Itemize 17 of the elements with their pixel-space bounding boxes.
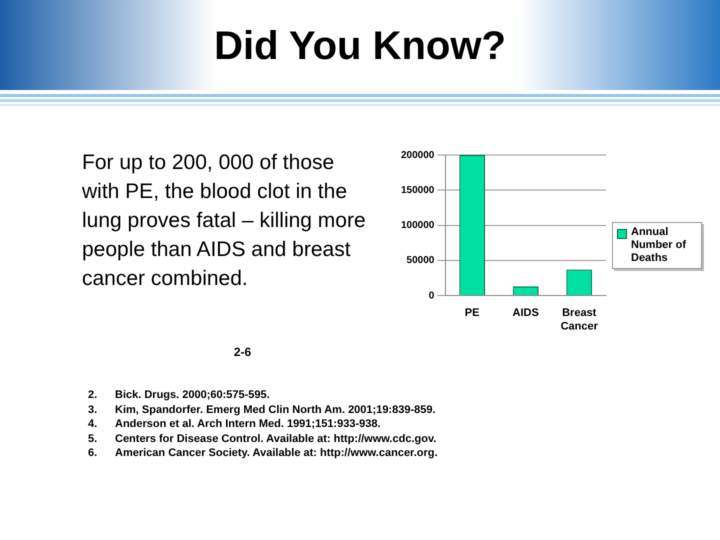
y-tick-label: 100000: [400, 220, 435, 232]
x-tick-label: Breast Cancer: [560, 307, 599, 332]
chart-title: Did You Know?: [213, 24, 507, 69]
text: 6. American Cancer Society. Available at: http://www.cancer.org.: [88, 447, 438, 459]
x-tick-label: AIDS: [512, 307, 539, 320]
text: 4. Anderson et al. Arch Intern Med. 1991;151:933-938.: [88, 418, 381, 430]
x-tick-label: PE: [464, 307, 480, 320]
text: 5. Centers for Disease Control. Available at: http://www.cdc.gov.: [88, 432, 436, 444]
text: 3. Kim, Spandorfer. Emerg Med Clin North Am. 2001;19:839-859.: [88, 404, 436, 416]
text: For up to 200, 000 of those with PE, the blood clot in the lung proves fatal – killing more people than AIDS and breast cancer combined.: [82, 150, 367, 292]
y-tick-label: 50000: [406, 255, 435, 266]
y-tick-label: 0: [428, 290, 435, 302]
text: 2-6: [232, 345, 252, 359]
text: 2. Bick. Drugs. 2000;60:575-595.: [88, 389, 270, 401]
y-tick-label: 150000: [400, 184, 435, 196]
y-tick-label: 200000: [400, 150, 435, 161]
legend-label: Annual Number of Deaths: [631, 226, 687, 265]
